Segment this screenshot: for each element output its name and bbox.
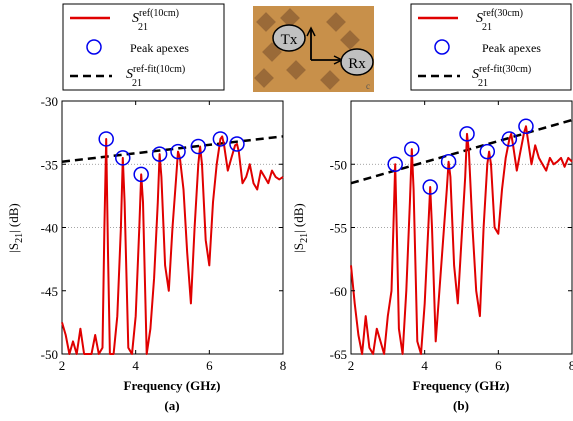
panel-b-ylabel-end: | (dB): [291, 203, 306, 233]
panel-b-panel-label: (b): [453, 398, 469, 413]
panel-a-ytick-label: -30: [41, 94, 58, 109]
panel-b-legend-series-sup: ref(30cm): [483, 8, 523, 19]
panel-b-legend-series-sub: 21: [482, 22, 492, 33]
inset-rx-label: Rx: [348, 56, 366, 72]
panel-b-xtick-label: 4: [421, 358, 428, 373]
panel-b-xtick-label: 6: [495, 358, 502, 373]
panel-b-ytick-label: -60: [330, 284, 347, 299]
panel-b-ytick-label: -55: [330, 221, 347, 236]
panel-b-xtick-label: 8: [569, 358, 573, 373]
panel-a: 2 4 6 8-50-45-40-35-30 Frequency (GHz) (a) …: [6, 94, 286, 413]
panel-b-ylabel: |S21| (dB): [291, 203, 310, 253]
panel-a-xtick-label: 4: [132, 358, 139, 373]
panel-b-ylabel-sub: 21: [299, 233, 310, 243]
panel-b: 2 4 6 8 -65 -60 -55 -50 Frequency (GHz) (b) |S2…: [291, 101, 573, 413]
panel-b-ytick-label: -65: [330, 347, 347, 362]
panel-a-legend-fit-sup: ref-fit(10cm): [133, 64, 185, 75]
panel-a-xtick-label: 6: [206, 358, 213, 373]
panel-a-xtick-label: 8: [280, 358, 287, 373]
panel-a-ytick-label: -35: [41, 157, 58, 172]
panel-b-ylabel-main: |S: [291, 243, 306, 253]
panel-a-ylabel: |S21| (dB): [6, 203, 25, 253]
panel-b-legend: Sref(30cm) 21 Peak apexes Sref-fit(30cm)…: [411, 4, 571, 90]
panel-a-ytick-label: -45: [41, 284, 58, 299]
panel-a-panel-label: (a): [164, 398, 179, 413]
panel-b-xlabel: Frequency (GHz): [413, 378, 510, 393]
panel-b-legend-fit-sub: 21: [478, 78, 488, 89]
panel-a-ylabel-end: | (dB): [6, 203, 21, 233]
inset-photo: Tx Rx c: [253, 6, 374, 92]
panel-b-ytick-label: -50: [330, 157, 347, 172]
panel-a-legend-peaks-label: Peak apexes: [130, 41, 189, 55]
inset-corner-mark: c: [366, 81, 370, 91]
panel-a-xlabel: Frequency (GHz): [124, 378, 221, 393]
panel-a-ylabel-main: |S: [6, 243, 21, 253]
panel-a-legend-fit-sub: 21: [132, 78, 142, 89]
panel-a-ylabel-sub: 21: [14, 233, 25, 243]
panel-b-legend-fit-sup: ref-fit(30cm): [479, 64, 531, 75]
panel-a-ytick-label: -50: [41, 347, 58, 362]
panel-a-xtick-label: 2: [59, 358, 66, 373]
inset-tx-label: Tx: [281, 32, 298, 48]
panel-b-xtick-label: 2: [348, 358, 355, 373]
panel-a-ytick-label: -40: [41, 221, 58, 236]
panel-a-legend-series-sub: 21: [138, 22, 148, 33]
panel-a-legend-series-sup: ref(10cm): [139, 8, 179, 19]
panel-b-legend-peaks-label: Peak apexes: [482, 41, 541, 55]
panel-a-legend: Sref(10cm) 21 Peak apexes Sref-fit(10cm)…: [63, 4, 224, 90]
